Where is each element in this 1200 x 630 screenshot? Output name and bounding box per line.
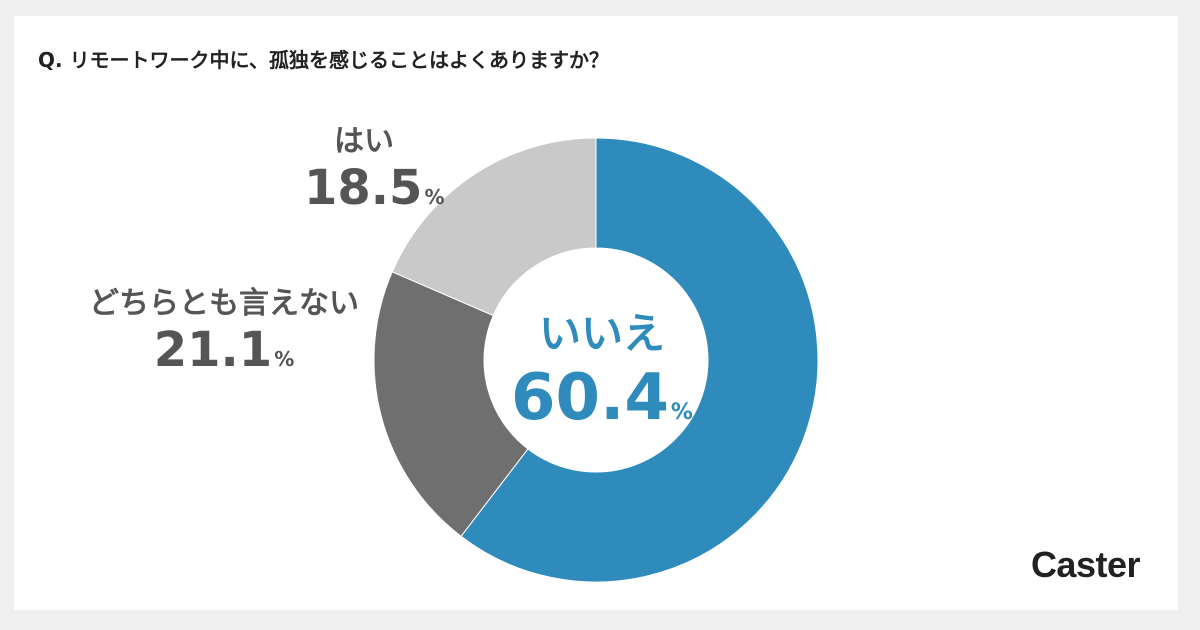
chart-title: Q. リモートワーク中に、孤独を感じることはよくありますか？ (38, 48, 609, 72)
donut-slice-0 (460, 137, 819, 583)
slice-label-hai: はい (334, 124, 394, 159)
chart-card: Q. リモートワーク中に、孤独を感じることはよくありますか？ はい 18.5% … (14, 16, 1178, 610)
donut-slice-2 (391, 137, 597, 317)
donut-slice-1 (373, 271, 529, 537)
slice-value-iie: 60.4 (511, 361, 669, 435)
slice-value-hai: 18.5 (304, 160, 423, 216)
slice-unit-iie: % (670, 400, 693, 425)
donut-chart (373, 137, 819, 583)
label-dochira: どちらとも言えない 21.1% (64, 278, 384, 378)
label-iie: いいえ 60.4% (492, 300, 712, 435)
label-hai: はい 18.5% (304, 116, 444, 216)
slice-value-dochira: 21.1 (153, 322, 273, 378)
slice-label-dochira: どちらとも言えない (89, 286, 359, 321)
slice-unit-dochira: % (274, 347, 295, 371)
caster-logo: Caster (1030, 544, 1141, 585)
slice-label-iie: いいえ (538, 309, 665, 358)
slice-unit-hai: % (424, 185, 445, 209)
